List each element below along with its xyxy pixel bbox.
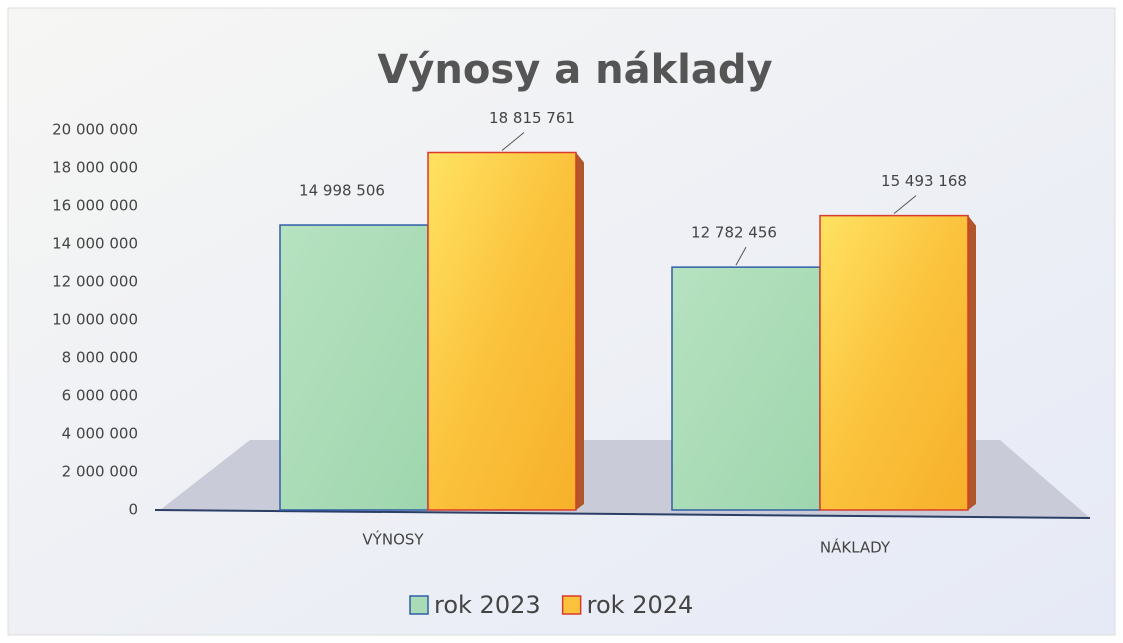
x-tick-label: NÁKLADY	[820, 538, 891, 557]
y-tick-label: 18 000 000	[52, 159, 138, 177]
y-tick-label: 20 000 000	[52, 121, 138, 139]
y-tick-label: 6 000 000	[62, 387, 138, 405]
bar-side	[576, 152, 584, 510]
bar	[279, 224, 429, 511]
value-label: 18 815 761	[489, 109, 575, 127]
leader-line	[893, 195, 917, 215]
leader-line	[501, 132, 525, 151]
y-tick-label: 4 000 000	[62, 425, 138, 443]
legend-swatch	[561, 595, 582, 615]
value-label: 14 998 506	[299, 182, 385, 200]
bar-side	[968, 215, 976, 510]
leader-line	[735, 246, 747, 266]
y-tick-label: 14 000 000	[52, 235, 138, 253]
y-tick-label: 8 000 000	[62, 349, 138, 367]
y-tick-label: 12 000 000	[52, 273, 138, 291]
y-tick-label: 0	[128, 501, 138, 519]
value-label: 15 493 168	[881, 172, 967, 190]
legend-swatch	[409, 595, 429, 615]
legend-label: rok 2024	[587, 591, 694, 619]
chart-title: Výnosy a náklady	[377, 47, 772, 93]
bar	[671, 266, 821, 511]
x-tick-label: VÝNOSY	[362, 530, 424, 549]
legend-label: rok 2023	[434, 591, 541, 619]
bar	[427, 151, 577, 511]
y-tick-label: 16 000 000	[52, 197, 138, 215]
y-tick-label: 10 000 000	[52, 311, 138, 329]
y-tick-label: 2 000 000	[62, 463, 138, 481]
x-axis	[154, 509, 1091, 519]
bar	[819, 214, 969, 511]
value-label: 12 782 456	[691, 224, 777, 242]
